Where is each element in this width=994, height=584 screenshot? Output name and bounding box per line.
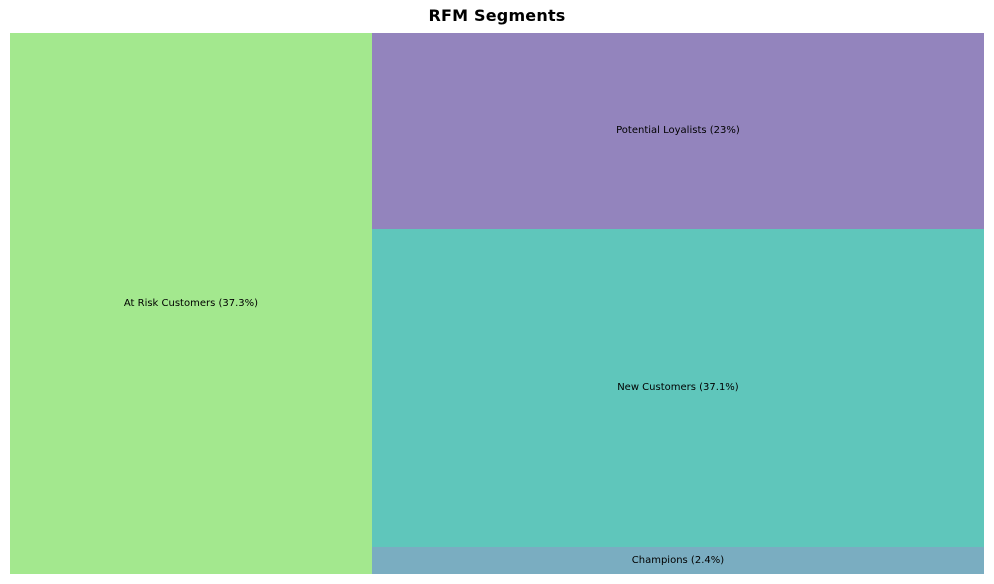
treemap-segment-label-at-risk-customers: At Risk Customers (37.3%) <box>123 298 259 309</box>
treemap-segment-champions: Champions (2.4%) <box>371 546 984 574</box>
treemap-segment-label-new-customers: New Customers (37.1%) <box>617 382 739 394</box>
treemap-segment-label-potential-loyalists: Potential Loyalists (23%) <box>616 125 740 137</box>
treemap-segment-label-champions: Champions (2.4%) <box>631 554 725 566</box>
treemap-plot-area: At Risk Customers (37.3%) Potential Loyal… <box>10 33 984 574</box>
chart-title: RFM Segments <box>428 6 566 25</box>
treemap-segment-at-risk-customers: At Risk Customers (37.3%) <box>10 33 372 574</box>
treemap-segment-new-customers: New Customers (37.1%) <box>371 228 984 547</box>
treemap-segment-potential-loyalists: Potential Loyalists (23%) <box>371 33 984 229</box>
